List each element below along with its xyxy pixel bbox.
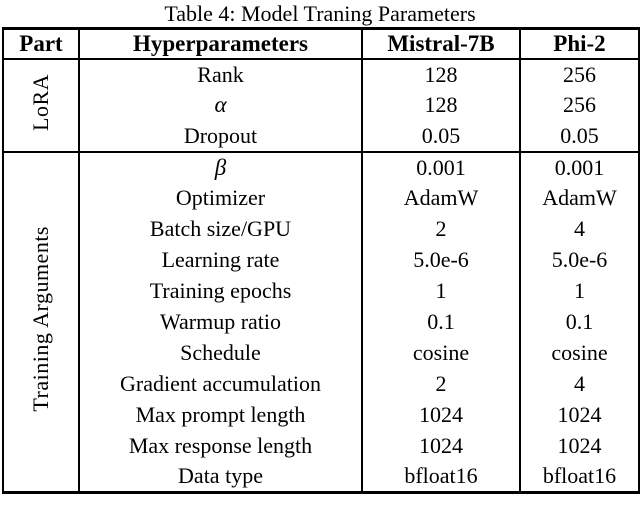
hyperparameter-name: Max response length xyxy=(78,430,363,462)
mistral-7b-value: cosine xyxy=(361,337,521,369)
mistral-7b-value: 1024 xyxy=(361,430,521,462)
header-hyperparameters: Hyperparameters xyxy=(78,28,363,60)
hyperparameter-name: Learning rate xyxy=(78,244,363,276)
table-header: Part Hyperparameters Mistral-7B Phi-2 xyxy=(2,28,640,60)
section-label-training-arguments: Training Arguments xyxy=(2,151,80,493)
hyperparameter-name: Gradient accumulation xyxy=(78,368,363,400)
hyperparameter-name: Schedule xyxy=(78,337,363,369)
table-row: Warmup ratio 0.1 0.1 xyxy=(3,306,640,338)
table-row: α 128 256 xyxy=(3,89,640,121)
mistral-7b-value: bfloat16 xyxy=(361,461,521,493)
mistral-7b-value: 2 xyxy=(361,213,521,245)
phi-2-value: cosine xyxy=(519,337,640,369)
section-label-training-arguments-text: Training Arguments xyxy=(28,225,53,412)
table-row: Data type bfloat16 bfloat16 xyxy=(3,461,640,493)
phi-2-value: 5.0e-6 xyxy=(519,244,640,276)
table-row: Learning rate 5.0e-6 5.0e-6 xyxy=(3,244,640,276)
mistral-7b-value: 1024 xyxy=(361,399,521,431)
phi-2-value: bfloat16 xyxy=(519,461,640,493)
section-lora: LoRA Rank 128 256 α 128 256 Dropout 0.05… xyxy=(2,58,640,152)
hyperparameter-name: Optimizer xyxy=(78,182,363,214)
phi-2-value: 4 xyxy=(519,368,640,400)
phi-2-value: 4 xyxy=(519,213,640,245)
hyperparameter-name-beta: β xyxy=(78,151,363,183)
table-row: Gradient accumulation 2 4 xyxy=(3,368,640,400)
table-row: Max response length 1024 1024 xyxy=(3,430,640,462)
mistral-7b-value: 5.0e-6 xyxy=(361,244,521,276)
mistral-7b-value: 0.001 xyxy=(361,151,521,183)
table-row: Training epochs 1 1 xyxy=(3,275,640,307)
hyperparameter-name: Training epochs xyxy=(78,275,363,307)
hyperparameter-name: Rank xyxy=(78,58,363,90)
table-row: LoRA Rank 128 256 xyxy=(2,58,640,152)
mistral-7b-value: AdamW xyxy=(361,182,521,214)
mistral-7b-value: 128 xyxy=(361,89,521,121)
hyperparameter-name: Dropout xyxy=(78,120,363,152)
phi-2-value: 256 xyxy=(519,89,640,121)
hyperparameter-name-alpha: α xyxy=(78,89,363,121)
table-row: Batch size/GPU 2 4 xyxy=(3,213,640,245)
phi-2-value: 0.1 xyxy=(519,306,640,338)
section-label-lora-text: LoRA xyxy=(28,73,53,131)
phi-2-value: 256 xyxy=(519,58,640,90)
phi-2-value: AdamW xyxy=(519,182,640,214)
mistral-7b-value: 0.05 xyxy=(361,120,521,152)
hyperparameter-name: Max prompt length xyxy=(78,399,363,431)
header-mistral-7b: Mistral-7B xyxy=(361,28,521,60)
phi-2-value: 1024 xyxy=(519,430,640,462)
hyperparameter-name: Batch size/GPU xyxy=(78,213,363,245)
mistral-7b-value: 128 xyxy=(361,58,521,90)
table-row: Optimizer AdamW AdamW xyxy=(3,182,640,214)
section-training-arguments: Training Arguments β 0.001 0.001 Optimiz… xyxy=(2,151,640,493)
header-phi-2: Phi-2 xyxy=(519,28,640,60)
phi-2-value: 0.05 xyxy=(519,120,640,152)
table-caption: Table 4: Model Traning Parameters xyxy=(164,1,476,26)
section-label-lora: LoRA xyxy=(2,58,80,152)
mistral-7b-value: 1 xyxy=(361,275,521,307)
header-row: Part Hyperparameters Mistral-7B Phi-2 xyxy=(2,28,640,60)
mistral-7b-value: 0.1 xyxy=(361,306,521,338)
table-row: Dropout 0.05 0.05 xyxy=(3,120,640,152)
phi-2-value: 0.001 xyxy=(519,151,640,183)
phi-2-value: 1024 xyxy=(519,399,640,431)
table-row: Training Arguments β 0.001 0.001 xyxy=(2,151,640,493)
table-row: Max prompt length 1024 1024 xyxy=(3,399,640,431)
hyperparameter-name: Data type xyxy=(78,461,363,493)
phi-2-value: 1 xyxy=(519,275,640,307)
mistral-7b-value: 2 xyxy=(361,368,521,400)
header-part: Part xyxy=(2,28,80,60)
parameters-table: Part Hyperparameters Mistral-7B Phi-2 Lo… xyxy=(2,27,640,494)
hyperparameter-name: Warmup ratio xyxy=(78,306,363,338)
table-row: Schedule cosine cosine xyxy=(3,337,640,369)
